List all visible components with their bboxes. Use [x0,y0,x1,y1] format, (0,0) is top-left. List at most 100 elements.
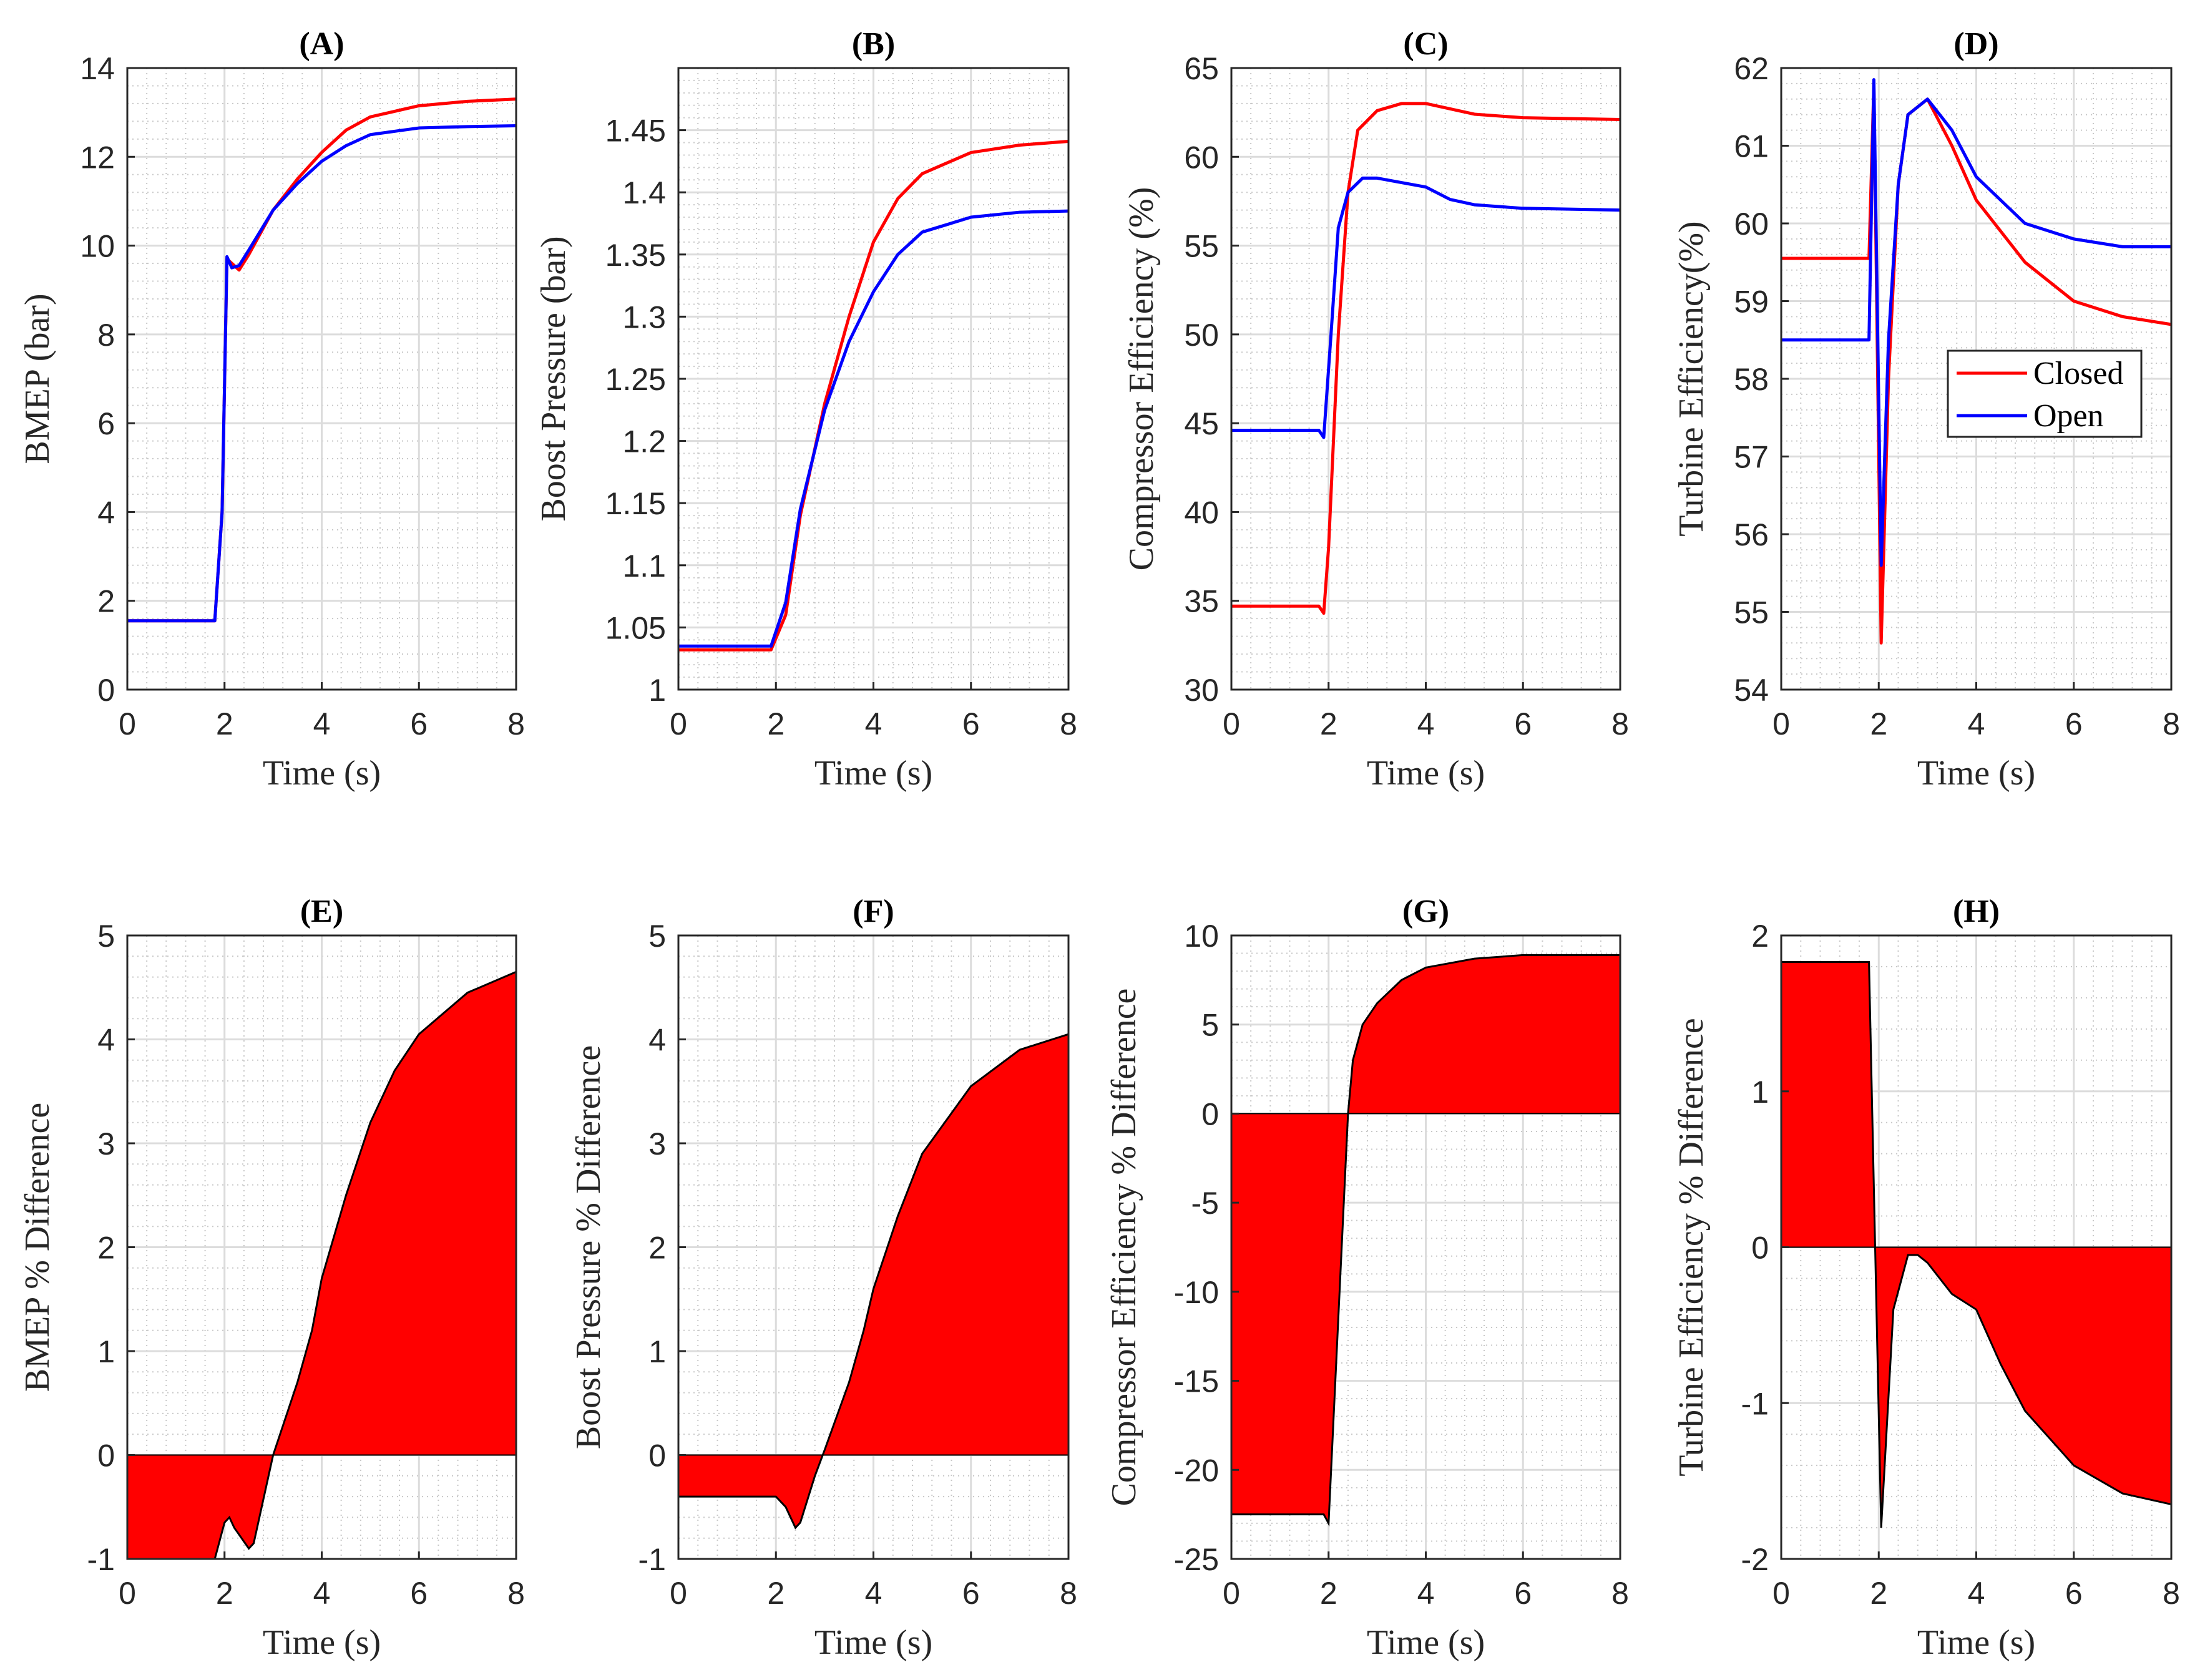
x-axis-label: Time (s) [263,754,381,793]
y-tick-label: -2 [1741,1542,1769,1577]
y-tick-label: 55 [1184,229,1219,264]
x-axis-label: Time (s) [1917,754,2035,793]
y-tick-label: 3 [648,1126,666,1161]
x-tick-label: 2 [767,706,785,741]
x-tick-label: 8 [1611,706,1629,741]
legend: Closed Open [1947,349,2143,438]
y-tick-label: 60 [1734,207,1769,242]
x-tick-label: 0 [119,706,136,741]
y-tick-label: 57 [1734,440,1769,475]
y-tick-label: -1 [87,1542,115,1577]
y-tick-label: 10 [1184,919,1219,954]
y-tick-label: -20 [1174,1453,1219,1488]
y-tick-label: 1 [648,673,666,708]
y-tick-label: 1.35 [605,238,666,273]
y-tick-label: 35 [1184,584,1219,619]
series-line-closed [678,140,1069,652]
x-tick-label: 4 [1417,706,1435,741]
x-tick-label: 6 [410,1576,428,1611]
subplot-h: 0 2 4 6 8 -2 -1 0 1 2 (H) Time (s) Turbine Efficienc… [1672,894,2180,1662]
subplot-title: (B) [852,26,895,62]
y-axis-label: Turbine Efficiency % Difference [1672,1018,1711,1476]
y-tick-label: 5 [97,919,115,954]
x-tick-label: 0 [670,1576,687,1611]
x-tick-label: 6 [2065,1576,2083,1611]
x-tick-label: 2 [216,706,233,741]
y-tick-label: 2 [1751,919,1769,954]
x-tick-label: 0 [119,1576,136,1611]
series-line-open [127,124,517,623]
y-tick-label: 1.05 [605,610,666,645]
difference-outline [1781,960,2172,1528]
subplot-title: (H) [1953,894,2000,929]
x-tick-label: 2 [1320,1576,1337,1611]
y-tick-label: 0 [97,1438,115,1473]
y-axis-label: Boost Pressure % Difference [569,1045,608,1449]
x-tick-label: 0 [670,706,687,741]
y-tick-label: 65 [1184,51,1219,86]
y-axis-label: BMEP % Difference [18,1103,57,1392]
x-tick-label: 4 [865,706,882,741]
x-tick-label: 0 [1772,1576,1790,1611]
subplot-a: 0 2 4 6 8 0 2 4 6 8 10 12 14 (A) Time (s) BMEP (bar) [18,26,525,793]
x-tick-label: 4 [1968,706,1985,741]
x-tick-label: 8 [507,706,525,741]
y-tick-label: 12 [80,140,115,175]
y-tick-label: 2 [648,1231,666,1266]
x-tick-label: 0 [1772,706,1790,741]
difference-outline [127,970,517,1560]
x-tick-label: 4 [313,706,331,741]
x-axis-label: Time (s) [1367,754,1485,793]
x-axis-label: Time (s) [263,1623,381,1662]
y-tick-label: -1 [638,1542,666,1577]
y-tick-label: -1 [1741,1386,1769,1421]
y-tick-label: 60 [1184,140,1219,175]
y-tick-label: 1 [1751,1075,1769,1110]
x-tick-label: 4 [865,1576,882,1611]
x-tick-label: 2 [1320,706,1337,741]
y-tick-label: 4 [97,495,115,530]
y-tick-label: 0 [97,673,115,708]
x-tick-label: 8 [2163,1576,2180,1611]
subplot-title: (E) [300,894,343,929]
x-tick-label: 2 [767,1576,785,1611]
y-tick-label: -10 [1174,1275,1219,1310]
difference-outline [678,1033,1069,1530]
y-tick-label: 5 [1201,1008,1219,1043]
y-tick-label: 62 [1734,51,1769,86]
series-line-open [1781,78,2171,567]
y-axis-label: Compressor Efficiency (%) [1122,187,1161,571]
difference-area [1231,955,1620,1523]
x-tick-label: 4 [1968,1576,1985,1611]
y-tick-label: 61 [1734,129,1769,164]
x-axis-label: Time (s) [814,754,932,793]
x-tick-label: 2 [1870,706,1887,741]
difference-area [127,972,516,1559]
y-tick-label: 1.3 [622,300,666,335]
x-tick-label: 8 [507,1576,525,1611]
x-tick-label: 0 [1223,706,1240,741]
y-axis-label: Boost Pressure (bar) [534,236,573,521]
y-tick-label: 1.45 [605,114,666,149]
subplot-c: 0 2 4 6 8 30 35 40 45 50 55 60 65 (C) Time (s) Compress… [1122,26,1629,793]
y-tick-label: 8 [97,318,115,353]
y-tick-label: 1.2 [622,424,666,459]
y-axis-label: Compressor Efficiency % Difference [1105,989,1143,1507]
subplot-title: (G) [1402,894,1449,929]
subplot-title: (C) [1403,26,1448,62]
x-tick-label: 6 [2065,706,2083,741]
y-tick-label: 1.4 [622,175,666,210]
y-tick-label: 0 [1751,1231,1769,1266]
difference-area [678,1034,1068,1528]
y-tick-label: 1.25 [605,362,666,397]
x-tick-label: 8 [1611,1576,1629,1611]
x-tick-label: 6 [1514,706,1532,741]
y-tick-label: 2 [97,584,115,619]
x-tick-label: 6 [962,706,980,741]
y-tick-label: 4 [648,1023,666,1058]
y-tick-label: 4 [97,1023,115,1058]
legend-box [1947,349,2143,438]
x-tick-label: 8 [1060,706,1077,741]
x-tick-label: 6 [1514,1576,1532,1611]
